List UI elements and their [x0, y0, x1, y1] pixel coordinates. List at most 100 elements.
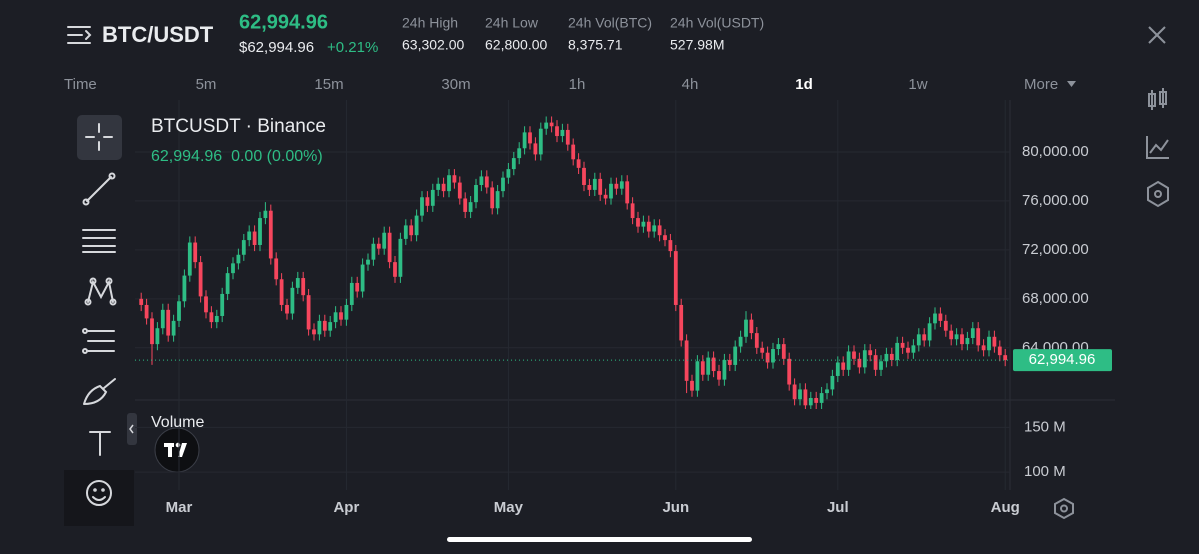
text-tool[interactable] — [89, 431, 111, 456]
indicator-icon[interactable] — [1146, 136, 1169, 159]
candle-body — [371, 243, 376, 260]
timeframe-tab[interactable]: 5m — [196, 76, 217, 93]
candle-body — [166, 309, 171, 336]
candle-body — [760, 347, 765, 353]
symbol[interactable]: BTC/USDT — [102, 22, 214, 47]
chart-title: BTCUSDT · Binance — [151, 116, 326, 137]
candle-body — [139, 298, 144, 305]
candle-body — [787, 358, 792, 385]
candle-body — [420, 197, 424, 216]
brush-tool[interactable] — [83, 378, 116, 405]
candle-body — [447, 175, 451, 192]
candle-body — [306, 295, 311, 330]
candle-body — [452, 175, 457, 183]
candle-body — [884, 353, 889, 362]
toolbar-toggle[interactable] — [127, 413, 137, 445]
candle-body — [544, 122, 549, 129]
candle-body — [463, 198, 468, 212]
candle-body — [814, 397, 819, 403]
more-caret[interactable] — [1067, 81, 1076, 87]
settings-icon[interactable] — [1054, 497, 1074, 520]
candle-body — [927, 323, 932, 341]
candle-body — [263, 210, 268, 219]
close-button[interactable] — [1148, 26, 1166, 44]
candle-body — [997, 346, 1002, 356]
tradingview-logo — [154, 427, 200, 473]
crosshair-tool[interactable] — [77, 115, 122, 160]
candle-body — [312, 329, 316, 335]
trendline-tool[interactable] — [82, 172, 116, 206]
timeframe-tab[interactable]: 4h — [682, 76, 699, 93]
candle-body — [177, 301, 181, 321]
emoji-tool[interactable] — [86, 480, 112, 506]
candle-body — [214, 315, 219, 323]
timeframe-tab[interactable]: 30m — [441, 76, 470, 93]
candle-body — [808, 397, 813, 406]
candle-body — [220, 293, 225, 316]
last-price-label: 62,994.96 — [1029, 351, 1096, 368]
candle-body — [490, 187, 495, 209]
x-tick-label: May — [494, 499, 524, 516]
candle-body — [690, 380, 694, 391]
candle-body — [781, 344, 786, 359]
candle-body — [182, 275, 187, 302]
toggle-arrow — [129, 424, 134, 434]
timeframe-tab[interactable]: 1d — [795, 76, 813, 93]
candle-body — [776, 344, 781, 350]
candle-body — [954, 334, 959, 340]
y-tick-label: 68,000.00 — [1022, 290, 1089, 307]
candle-body — [468, 202, 473, 212]
candle-body — [538, 128, 543, 155]
candle-body — [430, 189, 435, 206]
y-tick-label: 80,000.00 — [1022, 143, 1089, 160]
candle-body — [376, 243, 381, 249]
timeframe-tab[interactable]: 1h — [569, 76, 586, 93]
crosshair-icon — [85, 123, 113, 151]
candle-body — [981, 345, 986, 351]
chart-subtitle: 62,994.96 0.00 (0.00%) — [151, 148, 323, 165]
candle-body — [333, 312, 338, 323]
price-usd: $62,994.96 — [239, 39, 314, 56]
fib-tool[interactable] — [82, 328, 115, 354]
candle-body — [819, 393, 824, 403]
candle-body — [209, 312, 214, 323]
pattern-tool[interactable] — [84, 277, 117, 306]
last-price-tag — [1013, 349, 1112, 372]
candle-body — [771, 349, 775, 363]
candle-body — [668, 240, 673, 252]
menu-icon[interactable] — [67, 26, 92, 44]
candle-body — [943, 320, 948, 331]
candle-body — [976, 328, 981, 346]
candle-body — [684, 340, 689, 381]
candle-body — [603, 194, 608, 199]
channel-tool[interactable] — [82, 229, 116, 253]
layers-icon[interactable] — [1147, 180, 1169, 208]
candle-body — [835, 362, 840, 376]
candle-body — [582, 167, 586, 186]
x-tick-label: Jun — [662, 499, 689, 516]
candle-body — [911, 345, 916, 353]
candle-body — [268, 210, 273, 259]
candle-body — [987, 336, 991, 351]
candle-icon[interactable] — [1148, 88, 1167, 110]
candle-body — [922, 334, 927, 341]
candle-body — [1003, 355, 1008, 361]
candle-body — [960, 334, 964, 345]
candle-body — [150, 318, 154, 345]
candle-body — [236, 254, 241, 264]
candle-body — [598, 178, 603, 195]
candle-body — [528, 132, 532, 144]
candle-body — [992, 336, 997, 347]
candle-body — [803, 389, 808, 406]
candle-body — [231, 263, 235, 274]
candle-body — [744, 319, 748, 337]
candle-body — [501, 177, 505, 192]
candle-body — [614, 183, 619, 189]
stat-value: 8,375.71 — [568, 37, 623, 53]
timeframe-tab[interactable]: 15m — [314, 76, 343, 93]
timeframe-tab[interactable]: More — [1024, 76, 1058, 93]
candle-body — [873, 355, 878, 370]
last-price: 62,994.96 — [239, 11, 328, 33]
timeframe-tab[interactable]: 1w — [908, 76, 927, 93]
